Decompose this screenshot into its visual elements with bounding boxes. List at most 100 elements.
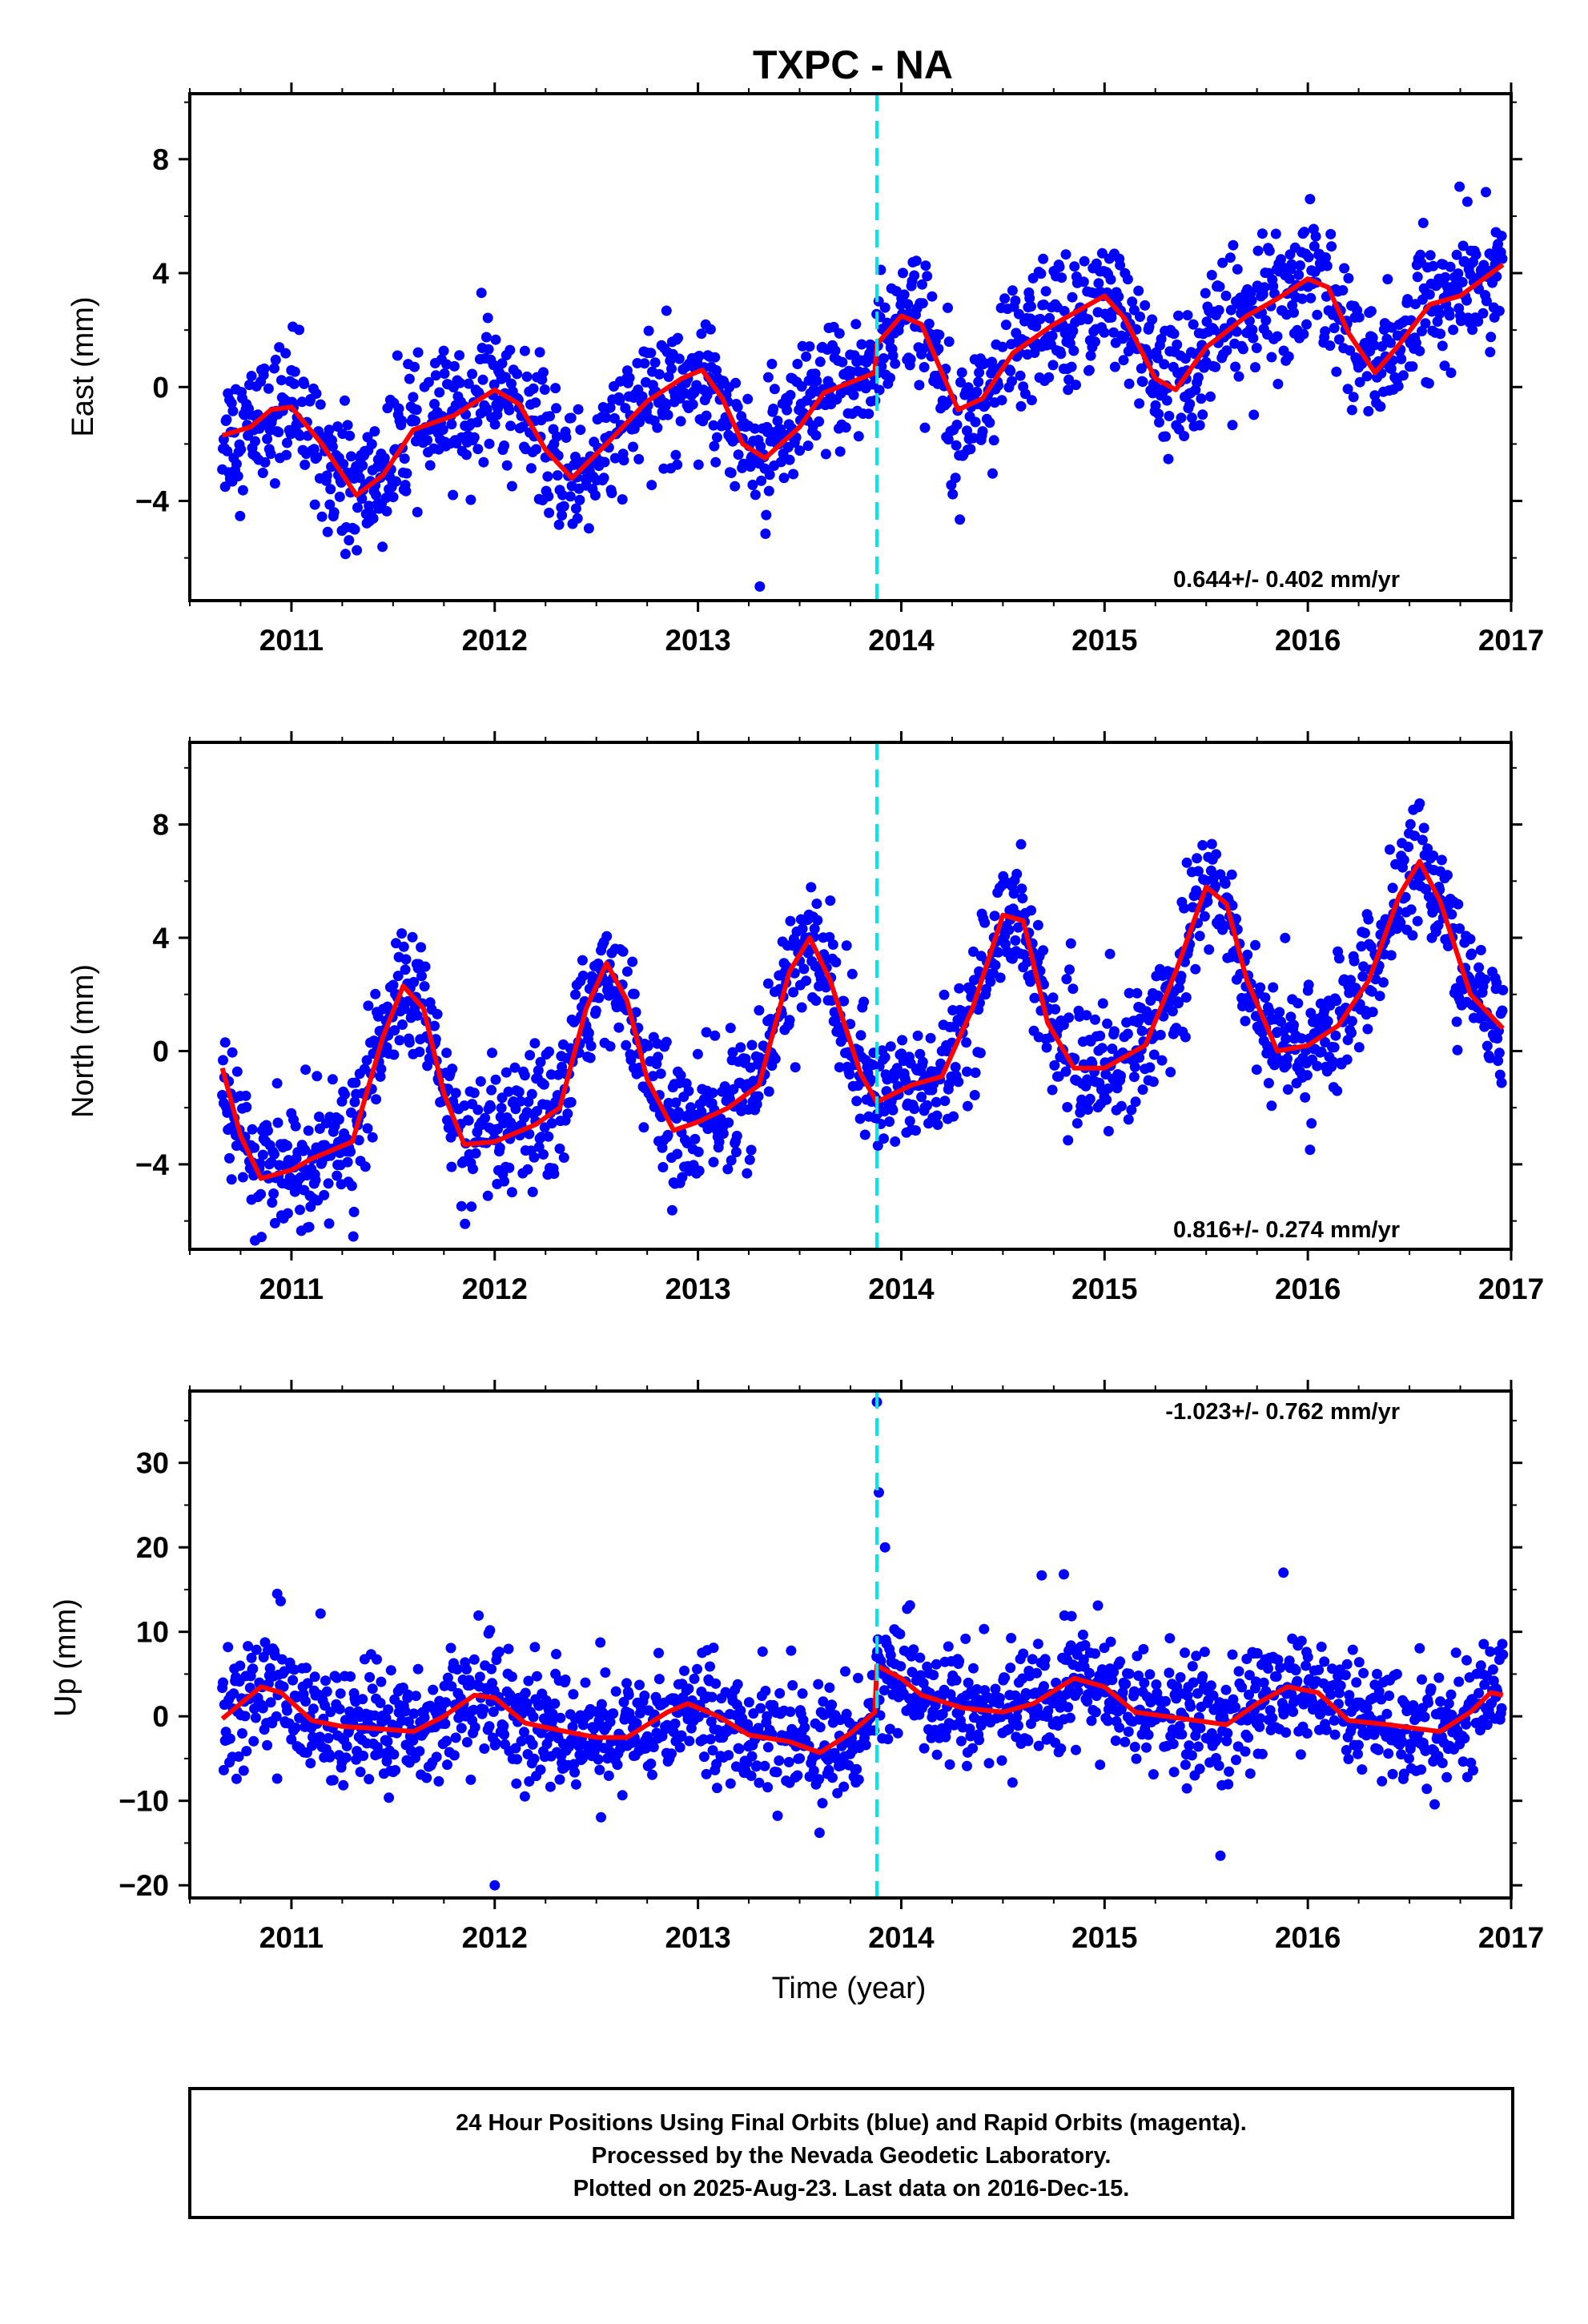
data-point	[708, 1642, 719, 1654]
data-point	[1069, 261, 1080, 272]
data-point	[1115, 1656, 1126, 1667]
data-point	[392, 350, 403, 361]
data-point	[827, 939, 838, 950]
data-point	[786, 1645, 797, 1656]
data-point	[785, 389, 796, 400]
data-point	[538, 1079, 549, 1090]
data-point	[1443, 1698, 1454, 1709]
data-point	[1361, 371, 1373, 382]
data-point	[348, 1231, 359, 1242]
data-point	[917, 298, 928, 309]
data-point	[751, 1760, 762, 1771]
data-point	[400, 485, 412, 497]
data-point	[1452, 1044, 1463, 1055]
data-point	[1293, 269, 1305, 280]
data-point	[233, 1751, 244, 1762]
data-point	[497, 358, 508, 369]
data-point	[1485, 1052, 1496, 1063]
data-point	[528, 383, 539, 394]
data-point	[461, 1664, 472, 1675]
data-point	[818, 1696, 829, 1707]
data-point	[1331, 995, 1342, 1007]
data-point	[943, 434, 954, 445]
data-point	[879, 302, 890, 313]
data-point	[1485, 1646, 1496, 1657]
data-point	[480, 1112, 491, 1124]
data-point	[634, 1679, 645, 1691]
north-rate-text: 0.816+/- 0.274 mm/yr	[1173, 1217, 1400, 1243]
data-point	[1398, 854, 1409, 866]
data-point	[433, 1775, 444, 1787]
data-point	[974, 367, 985, 378]
data-point	[1433, 920, 1444, 931]
data-point	[1435, 328, 1446, 340]
data-point	[1275, 1663, 1286, 1673]
data-point	[1015, 370, 1026, 381]
x-tick-label: 2013	[665, 1921, 730, 1954]
data-point	[931, 1749, 943, 1760]
data-point	[376, 1063, 387, 1075]
data-point	[488, 1707, 499, 1717]
data-point	[778, 472, 790, 484]
data-point	[814, 356, 826, 368]
data-point	[488, 379, 500, 390]
data-point	[1108, 1667, 1120, 1678]
data-point	[947, 489, 959, 500]
data-point	[1384, 1691, 1395, 1701]
data-point	[265, 448, 276, 460]
data-point	[950, 472, 961, 484]
data-point	[1123, 1114, 1134, 1125]
data-point	[1164, 1667, 1175, 1679]
data-point	[1385, 950, 1397, 961]
data-point	[745, 461, 756, 472]
data-point	[375, 1071, 386, 1082]
data-point	[639, 358, 650, 369]
data-point	[504, 404, 515, 416]
data-point	[733, 449, 744, 460]
data-point	[1243, 1732, 1254, 1743]
data-point	[798, 963, 810, 975]
data-point	[1419, 1711, 1430, 1723]
data-point	[887, 350, 899, 361]
x-tick-label: 2011	[259, 1921, 324, 1954]
data-point	[954, 1655, 965, 1667]
data-point	[696, 328, 707, 340]
data-point	[554, 1774, 565, 1785]
data-point	[1493, 239, 1504, 250]
data-point	[710, 456, 722, 468]
data-point	[404, 1037, 415, 1048]
data-point	[463, 378, 474, 389]
data-point	[1055, 1743, 1067, 1754]
data-point	[244, 1683, 255, 1694]
data-point	[853, 1774, 864, 1785]
data-point	[340, 549, 351, 560]
data-point	[1288, 307, 1299, 318]
data-point	[519, 1070, 530, 1081]
data-point	[890, 1136, 901, 1147]
data-point	[302, 1678, 313, 1689]
data-point	[763, 485, 774, 497]
data-point	[605, 402, 616, 413]
data-point	[421, 1772, 432, 1783]
data-point	[614, 395, 625, 406]
data-point	[486, 1084, 497, 1096]
data-point	[1382, 274, 1393, 285]
data-point	[1072, 1686, 1083, 1697]
data-point	[1451, 1016, 1462, 1027]
data-point	[408, 1708, 420, 1719]
data-point	[764, 469, 775, 480]
data-point	[943, 336, 955, 348]
data-point	[1090, 336, 1100, 348]
data-point	[637, 391, 648, 402]
data-point	[490, 1737, 501, 1748]
data-point	[601, 931, 613, 942]
data-point	[524, 1776, 535, 1787]
data-point	[746, 1039, 758, 1051]
data-point	[316, 511, 328, 522]
data-point	[357, 1694, 368, 1705]
data-point	[263, 1125, 273, 1136]
data-point	[1491, 977, 1502, 988]
data-point	[1372, 1668, 1382, 1679]
data-point	[784, 1015, 795, 1026]
